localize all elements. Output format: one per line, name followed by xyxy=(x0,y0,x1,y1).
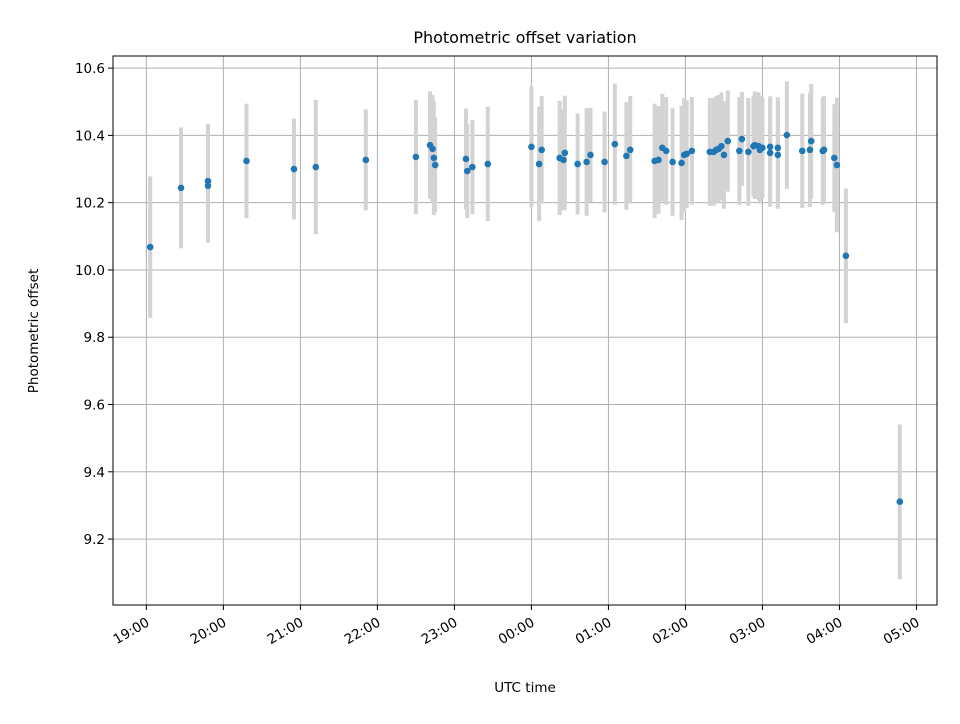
x-tick-label: 04:00 xyxy=(804,615,846,648)
data-point xyxy=(655,156,662,164)
y-axis-label: Photometric offset xyxy=(26,269,42,393)
data-point xyxy=(669,158,676,166)
data-point xyxy=(538,146,545,154)
grid xyxy=(113,56,937,605)
data-point xyxy=(290,165,298,173)
data-point xyxy=(431,161,439,169)
data-point xyxy=(430,154,438,162)
data-point xyxy=(820,146,828,154)
y-tick-label: 10.0 xyxy=(75,263,105,279)
x-tick-label: 20:00 xyxy=(188,615,230,648)
x-tick-label: 19:00 xyxy=(111,615,153,648)
data-point xyxy=(463,167,471,175)
data-point xyxy=(462,155,470,163)
y-tick-label: 9.2 xyxy=(84,532,105,548)
x-axis-label: UTC time xyxy=(494,680,556,696)
data-point xyxy=(204,182,212,190)
data-point xyxy=(774,144,782,152)
data-point xyxy=(469,163,476,171)
data-point xyxy=(583,158,590,166)
data-point xyxy=(611,140,619,148)
data-point xyxy=(601,158,608,166)
y-ticks: 9.2 9.4 9.6 9.8 10.0 10.2 10.4 10.6 xyxy=(75,61,113,548)
data-point xyxy=(833,161,841,169)
data-points xyxy=(146,131,904,506)
y-tick-label: 10.2 xyxy=(75,196,105,212)
y-tick-label: 10.6 xyxy=(75,61,105,77)
data-point xyxy=(798,147,806,155)
data-point xyxy=(204,177,212,185)
data-point xyxy=(807,137,815,145)
data-point xyxy=(561,149,569,157)
data-point xyxy=(688,147,696,155)
data-point xyxy=(362,156,370,164)
data-point xyxy=(535,160,543,168)
x-tick-label: 05:00 xyxy=(881,615,923,648)
x-ticks: 19:00 20:00 21:00 22:00 23:00 00:00 01:00 02:00… xyxy=(111,605,923,648)
data-point xyxy=(783,131,791,139)
data-point xyxy=(842,252,850,260)
data-point xyxy=(626,146,634,154)
y-tick-label: 10.4 xyxy=(75,128,105,144)
data-point xyxy=(177,184,185,192)
x-tick-label: 01:00 xyxy=(573,615,615,648)
x-tick-label: 02:00 xyxy=(650,615,692,648)
x-tick-label: 21:00 xyxy=(265,615,307,648)
y-tick-label: 9.8 xyxy=(84,330,105,346)
data-point xyxy=(736,147,743,155)
data-point xyxy=(718,142,725,150)
x-tick-label: 00:00 xyxy=(496,615,538,648)
data-point xyxy=(484,160,492,168)
y-tick-label: 9.4 xyxy=(84,465,105,481)
data-point xyxy=(146,243,154,251)
data-point xyxy=(243,157,250,165)
data-point xyxy=(662,147,670,155)
data-point xyxy=(766,143,774,151)
data-point xyxy=(766,149,774,157)
data-point xyxy=(724,137,732,145)
data-point xyxy=(745,148,752,156)
data-point xyxy=(312,163,320,171)
data-point xyxy=(896,498,904,506)
data-point xyxy=(587,151,594,159)
chart-title: Photometric offset variation xyxy=(413,28,636,47)
y-tick-label: 9.6 xyxy=(84,398,105,414)
x-tick-label: 03:00 xyxy=(727,615,769,648)
error-bars xyxy=(148,81,902,580)
x-tick-label: 23:00 xyxy=(419,615,461,648)
data-point xyxy=(574,160,581,168)
data-point xyxy=(623,152,630,160)
data-point xyxy=(560,156,567,164)
data-point xyxy=(412,153,420,161)
data-point xyxy=(429,145,436,153)
data-point xyxy=(720,151,728,159)
data-point xyxy=(678,159,685,167)
data-point xyxy=(759,144,766,152)
data-point xyxy=(831,154,838,162)
data-point xyxy=(774,151,782,159)
data-point xyxy=(806,146,814,154)
x-tick-label: 22:00 xyxy=(342,615,384,648)
data-point xyxy=(683,150,691,158)
plot-frame xyxy=(112,55,938,606)
data-point xyxy=(738,135,746,143)
data-point xyxy=(528,143,535,151)
